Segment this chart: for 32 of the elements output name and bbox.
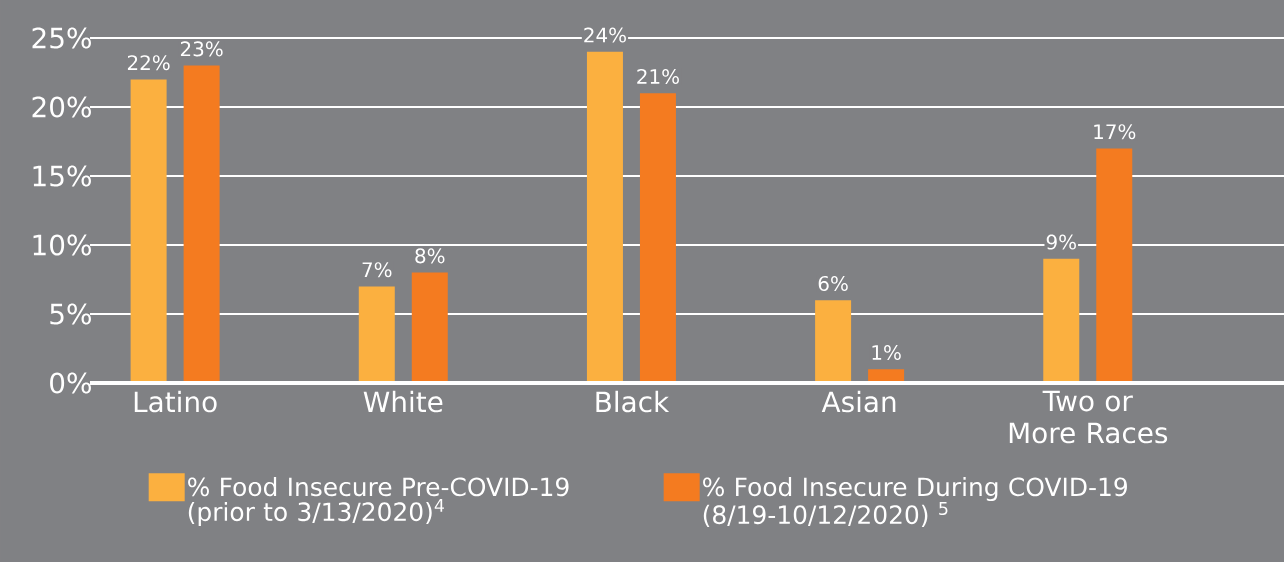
bar — [358, 286, 395, 383]
legend-label: % Food Insecure During COVID-19 (8/19-10/12/2020) $^{5}$ — [703, 476, 1127, 528]
data-label: 9% — [1046, 234, 1076, 250]
data-label: 22% — [127, 55, 170, 71]
y-tick-label: 15% — [33, 165, 91, 187]
bar — [815, 300, 852, 383]
data-label: 17% — [1094, 124, 1136, 140]
x-tick-label: Two or More Races — [1009, 390, 1168, 444]
data-label: 24% — [584, 27, 626, 43]
bar — [1043, 258, 1080, 383]
data-label: 8% — [415, 248, 445, 264]
legend-label: % Food Insecure Pre-COVID-19 (prior to 3/13/2020)$^{4}$ — [188, 476, 569, 526]
data-label: 7% — [362, 262, 392, 278]
x-tick-label: Asian — [821, 390, 896, 413]
bar — [586, 51, 623, 383]
bar — [130, 79, 167, 383]
x-tick-label: White — [363, 390, 443, 413]
bar — [639, 93, 676, 383]
data-label: 21% — [637, 68, 679, 84]
bar — [1096, 148, 1133, 383]
y-tick-label: 5% — [50, 303, 91, 325]
data-label: 6% — [818, 275, 848, 291]
data-label: 23% — [180, 41, 223, 57]
y-tick-label: 20% — [32, 96, 91, 118]
bar — [183, 65, 220, 383]
y-tick-label: 25% — [32, 27, 91, 49]
y-tick-label: 0% — [50, 372, 91, 394]
y-tick-label: 10% — [33, 234, 91, 256]
x-tick-label: Latino — [134, 390, 217, 413]
x-tick-label: Black — [596, 390, 670, 413]
data-label: 1% — [872, 344, 901, 360]
bar — [411, 272, 448, 383]
